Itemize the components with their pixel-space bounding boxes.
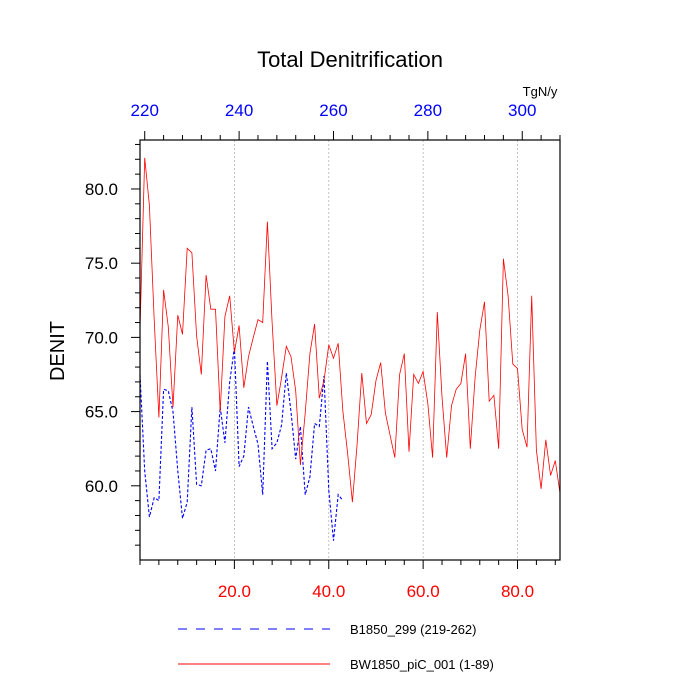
legend-label: B1850_299 (219-262) [350, 622, 477, 637]
x-top-tick-label: 220 [131, 101, 159, 120]
x-bottom-tick-label: 80.0 [501, 582, 534, 601]
legend: B1850_299 (219-262) BW1850_piC_001 (1-89) [178, 622, 494, 672]
axes: 20.0 40.0 60.0 80.0 220 240 260 280 300 60.0 65.0 7… [85, 101, 561, 601]
y-tick-label: 70.0 [85, 328, 118, 347]
chart-title: Total Denitrification [257, 47, 443, 72]
y-tick-label: 65.0 [85, 403, 118, 422]
x-bottom-tick-label: 40.0 [312, 582, 345, 601]
y-tick-label: 80.0 [85, 180, 118, 199]
x-top-tick-label: 280 [414, 101, 442, 120]
y-axis-label: DENIT [47, 321, 69, 381]
series-line-bw1850 [139, 157, 561, 503]
x-top-tick-label: 300 [508, 101, 536, 120]
legend-label: BW1850_piC_001 (1-89) [350, 657, 494, 672]
x-bottom-tick-label: 20.0 [218, 582, 251, 601]
series-line-b1850 [139, 347, 344, 541]
y-tick-label: 60.0 [85, 477, 118, 496]
grid [233, 140, 518, 560]
x-top-tick-label: 240 [225, 101, 253, 120]
x-top-tick-label: 260 [319, 101, 347, 120]
units-label: TgN/y [523, 84, 558, 99]
series-layer [139, 157, 561, 541]
y-tick-label: 75.0 [85, 254, 118, 273]
plot-frame [139, 139, 561, 561]
x-bottom-tick-label: 60.0 [407, 582, 440, 601]
